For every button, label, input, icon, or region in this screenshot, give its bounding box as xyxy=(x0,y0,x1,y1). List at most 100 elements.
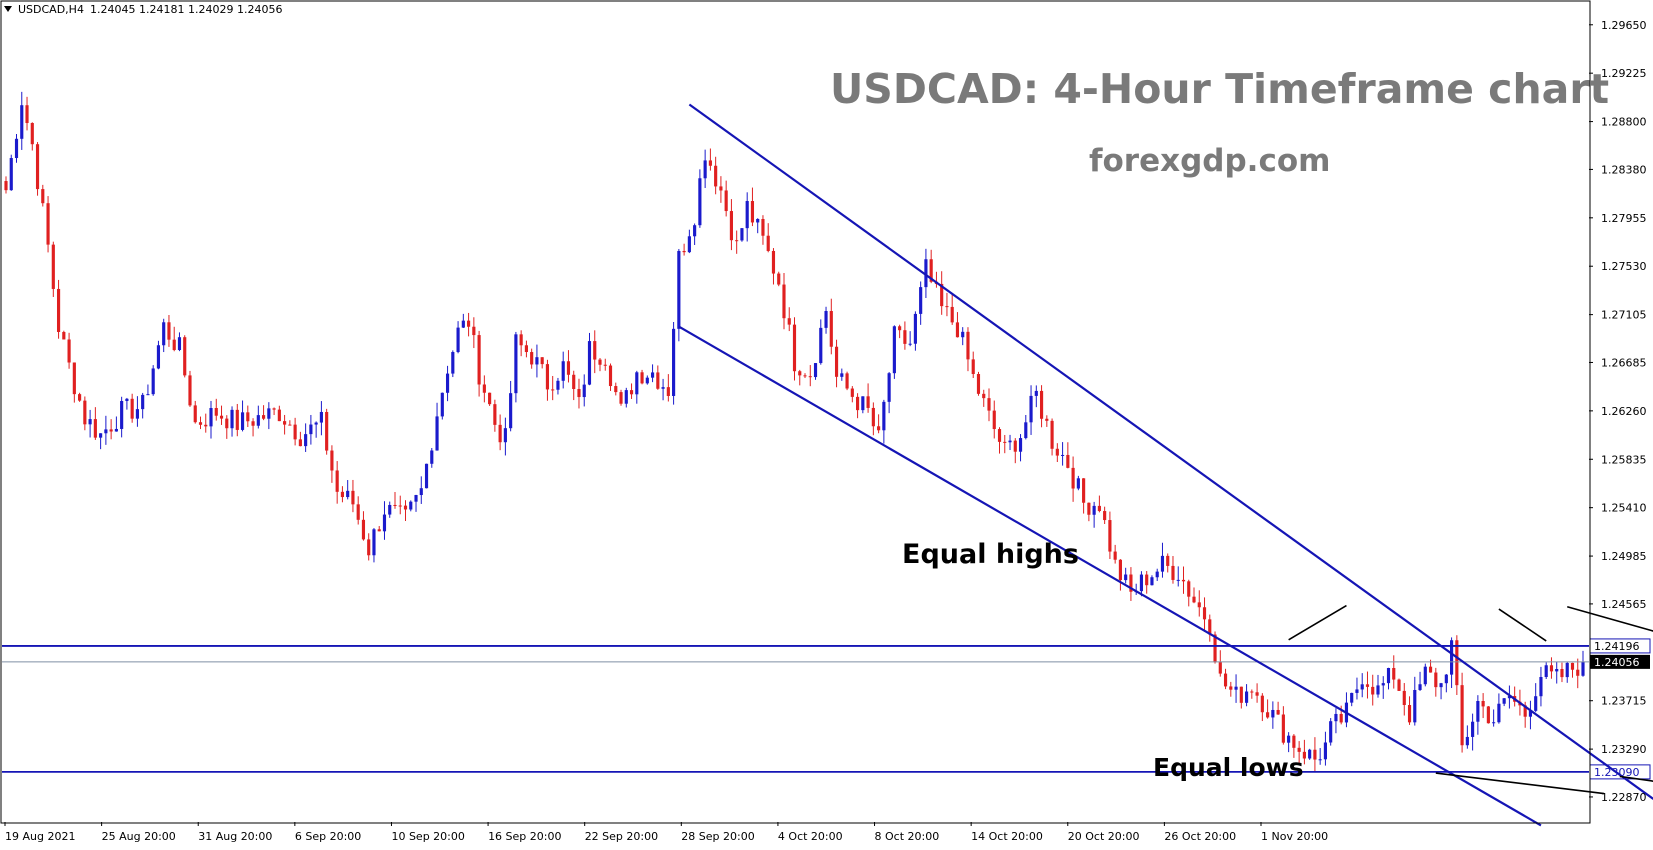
candle xyxy=(603,358,607,371)
candle xyxy=(1097,495,1101,513)
y-tick-label: 1.25410 xyxy=(1601,502,1647,515)
candle xyxy=(325,408,329,455)
candle xyxy=(361,511,366,541)
candle xyxy=(645,375,649,385)
candle xyxy=(477,330,481,397)
triangle-down-icon xyxy=(4,6,12,12)
candle xyxy=(172,326,176,352)
candle xyxy=(856,393,860,419)
candle xyxy=(509,380,513,432)
candle xyxy=(650,364,655,383)
candle xyxy=(445,365,450,402)
candle xyxy=(419,476,423,504)
candle xyxy=(1218,650,1222,677)
candle xyxy=(251,418,255,437)
candle xyxy=(640,369,644,385)
candle xyxy=(971,351,975,379)
y-tick-label: 1.27105 xyxy=(1601,309,1647,322)
candle xyxy=(514,331,518,403)
candle xyxy=(1013,438,1017,464)
candle xyxy=(1239,686,1243,709)
candle xyxy=(1397,678,1401,691)
candle xyxy=(677,248,681,342)
candle xyxy=(908,331,912,347)
x-tick-label: 6 Sep 20:00 xyxy=(295,830,361,843)
candle xyxy=(256,405,260,429)
candle xyxy=(672,321,676,405)
candle xyxy=(845,371,849,391)
x-tick-label: 10 Sep 20:00 xyxy=(391,830,464,843)
candle xyxy=(1439,682,1443,700)
candle xyxy=(1465,725,1469,749)
candle xyxy=(1018,434,1023,462)
candle xyxy=(1476,695,1480,735)
candle xyxy=(403,500,408,521)
annotation-pointer xyxy=(1435,772,1605,795)
candle xyxy=(1471,713,1475,751)
candle xyxy=(261,405,266,421)
candle xyxy=(1113,544,1117,564)
candle xyxy=(1176,566,1180,587)
candle xyxy=(666,374,670,402)
candle xyxy=(114,416,118,432)
candle xyxy=(409,500,413,512)
symbol-label: USDCAD,H4 xyxy=(18,3,84,16)
candle xyxy=(724,180,728,217)
candle xyxy=(1444,673,1448,693)
x-tick-label: 8 Oct 20:00 xyxy=(875,830,940,843)
candle xyxy=(624,387,628,408)
candle xyxy=(267,402,271,430)
candle xyxy=(629,383,634,399)
candle xyxy=(1355,677,1359,700)
candle xyxy=(861,396,865,414)
candle xyxy=(1223,668,1228,690)
candle xyxy=(1386,667,1391,690)
candle xyxy=(451,350,455,378)
candle xyxy=(1066,442,1070,469)
y-tick-label: 1.22870 xyxy=(1601,791,1647,804)
candle xyxy=(976,371,981,396)
candle xyxy=(14,134,19,163)
candle xyxy=(1181,566,1186,594)
candle xyxy=(78,392,82,402)
candle xyxy=(62,330,66,340)
candle xyxy=(966,327,970,372)
channel-upper-line[interactable] xyxy=(688,103,1653,850)
y-tick-label: 1.25835 xyxy=(1601,453,1647,466)
candle xyxy=(572,370,576,401)
candle xyxy=(1407,696,1412,725)
plot-border xyxy=(0,0,1591,824)
y-tick-label: 1.29650 xyxy=(1601,19,1647,32)
candle xyxy=(467,312,471,337)
candle xyxy=(1029,385,1033,435)
candle xyxy=(56,279,61,339)
candle xyxy=(898,324,902,339)
candle xyxy=(1334,708,1338,734)
candle xyxy=(1460,672,1464,753)
candle xyxy=(813,363,818,380)
candle xyxy=(1581,650,1585,677)
annotation-label: Equal highs xyxy=(902,539,1079,570)
candle xyxy=(1045,415,1049,427)
candle xyxy=(319,401,323,436)
candle xyxy=(1534,683,1538,713)
candle xyxy=(1039,385,1044,428)
candle xyxy=(950,294,954,325)
price-label: 1.24196 xyxy=(1594,640,1640,653)
candle xyxy=(1202,597,1207,632)
candle xyxy=(530,348,534,369)
candle xyxy=(156,340,161,370)
candle xyxy=(1392,655,1396,689)
channel-lower-line[interactable] xyxy=(678,325,1542,827)
candle xyxy=(1402,683,1406,716)
candle xyxy=(940,271,944,315)
candle xyxy=(335,461,339,504)
candle xyxy=(1555,661,1559,684)
candle xyxy=(761,215,765,245)
candle xyxy=(598,357,602,372)
candle xyxy=(130,393,134,423)
candle xyxy=(51,241,55,297)
candle xyxy=(945,292,949,317)
